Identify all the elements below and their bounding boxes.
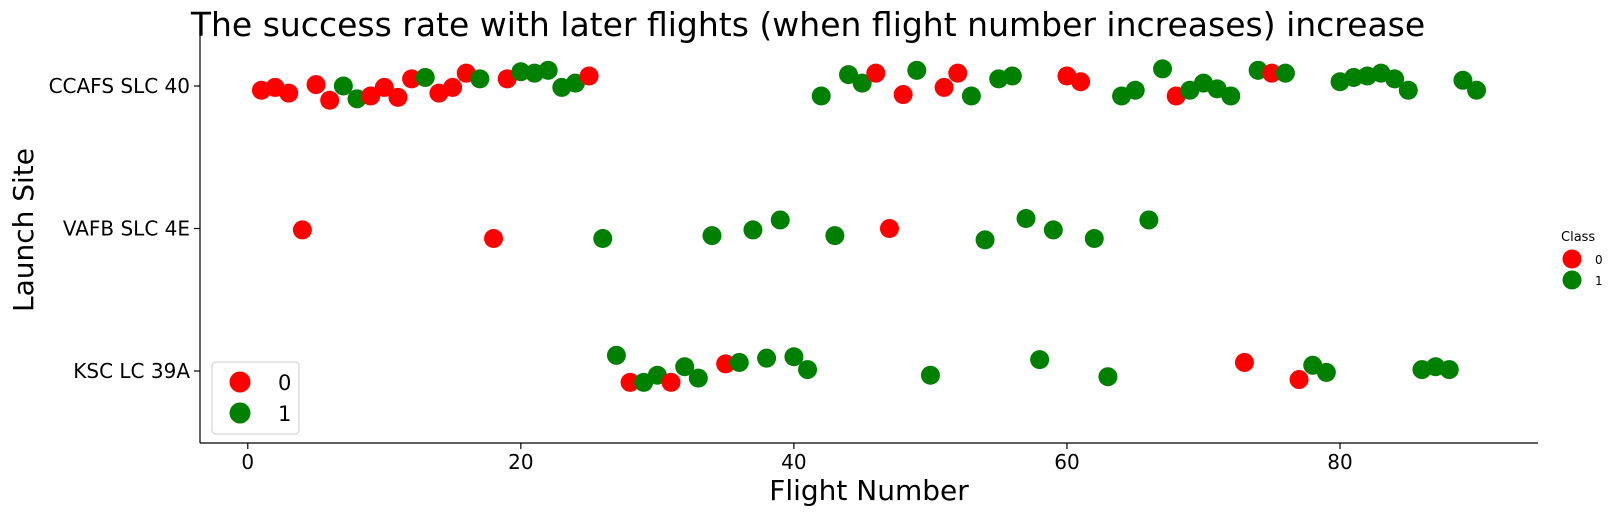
legend-side: Class 0 1 [1561, 230, 1603, 290]
data-point-class-1 [975, 230, 995, 250]
data-point-class-1 [784, 347, 804, 367]
data-point-class-1 [1098, 367, 1118, 387]
data-point-class-1 [1275, 63, 1295, 83]
data-point-class-1 [1016, 209, 1036, 229]
data-point-class-0 [374, 77, 394, 97]
data-point-class-0 [279, 83, 299, 103]
data-point-class-1 [470, 69, 490, 89]
data-point-class-1 [839, 65, 859, 85]
data-point-class-1 [1453, 70, 1473, 90]
x-tick-label: 60 [1054, 450, 1079, 474]
data-point-class-0 [1234, 352, 1254, 372]
data-point-class-1 [798, 360, 818, 380]
data-point-class-1 [852, 73, 872, 93]
data-point-class-1 [1043, 220, 1063, 240]
data-point-class-1 [920, 365, 940, 385]
x-tick-label: 0 [241, 450, 254, 474]
data-point-class-0 [1289, 370, 1309, 390]
data-point-class-1 [1398, 80, 1418, 100]
data-point-class-0 [579, 66, 599, 86]
data-point-class-0 [306, 75, 326, 95]
legend-side-marker-1 [1562, 270, 1582, 290]
legend-side-marker-0 [1562, 249, 1582, 269]
data-point-class-1 [1221, 86, 1241, 106]
data-point-class-1 [825, 226, 845, 246]
data-point-class-1 [333, 76, 353, 96]
data-point-class-0 [292, 220, 312, 240]
data-point-class-1 [1125, 80, 1145, 100]
y-tick-label: KSC LC 39A [73, 359, 190, 383]
legend-side-label: 0 [1595, 253, 1603, 267]
x-tick-label: 40 [781, 450, 806, 474]
data-point-class-1 [1153, 59, 1173, 79]
data-point-class-1 [770, 210, 790, 230]
data-point-class-1 [593, 228, 613, 248]
data-point-class-1 [1316, 362, 1336, 382]
data-point-class-1 [1084, 228, 1104, 248]
data-point-class-1 [757, 348, 777, 368]
data-point-class-1 [729, 352, 749, 372]
data-point-class-1 [1467, 80, 1487, 100]
legend-side-title: Class [1561, 230, 1595, 245]
legend-side-label: 1 [1595, 274, 1603, 288]
legend-inner-label: 0 [278, 371, 291, 395]
data-point-class-0 [620, 372, 640, 392]
data-point-class-0 [879, 219, 899, 238]
data-point-class-0 [661, 372, 681, 392]
data-point-class-0 [443, 77, 463, 97]
data-point-class-0 [361, 86, 381, 106]
x-axis-label: Flight Number [769, 474, 969, 507]
data-point-class-1 [538, 60, 558, 80]
data-point-class-0 [893, 85, 913, 105]
data-point-class-0 [484, 228, 504, 248]
data-point-class-1 [688, 368, 708, 388]
data-points [251, 59, 1487, 392]
data-point-class-0 [866, 63, 886, 83]
x-tick-label: 20 [508, 450, 533, 474]
y-axis-label: Launch Site [7, 148, 40, 312]
data-point-class-1 [1344, 67, 1364, 87]
data-point-class-1 [907, 60, 927, 80]
y-tick-label: VAFB SLC 4E [63, 217, 190, 241]
data-point-class-1 [811, 86, 831, 106]
data-point-class-1 [1030, 350, 1050, 370]
data-point-class-1 [415, 67, 435, 87]
legend-inner-marker-0 [229, 371, 251, 393]
data-point-class-0 [1071, 72, 1091, 92]
data-point-class-1 [961, 86, 981, 106]
data-point-class-1 [1385, 69, 1405, 89]
data-point-class-1 [743, 220, 763, 240]
data-point-class-0 [948, 63, 968, 83]
y-axis-ticks: CCAFS SLC 40 VAFB SLC 4E KSC LC 39A [49, 74, 200, 383]
data-point-class-0 [320, 90, 340, 110]
legend-inner: 01 [211, 361, 300, 435]
legend-inner-label: 1 [278, 402, 291, 426]
x-axis-ticks: 0 20 40 60 80 [241, 443, 1353, 474]
x-tick-label: 80 [1327, 450, 1352, 474]
data-point-class-1 [511, 62, 531, 82]
data-point-class-0 [716, 354, 736, 374]
legend-inner-marker-1 [229, 402, 251, 424]
y-tick-label: CCAFS SLC 40 [49, 74, 190, 98]
data-point-class-1 [675, 357, 695, 377]
data-point-class-1 [606, 345, 626, 365]
chart-title: The success rate with later flights (whe… [190, 5, 1425, 44]
data-point-class-0 [388, 87, 408, 107]
data-point-class-0 [1262, 63, 1282, 83]
data-point-class-1 [1139, 210, 1159, 230]
data-point-class-0 [934, 77, 954, 97]
data-point-class-1 [1439, 360, 1459, 380]
data-point-class-1 [1002, 66, 1022, 86]
data-point-class-1 [702, 226, 722, 246]
data-point-class-0 [402, 69, 422, 89]
